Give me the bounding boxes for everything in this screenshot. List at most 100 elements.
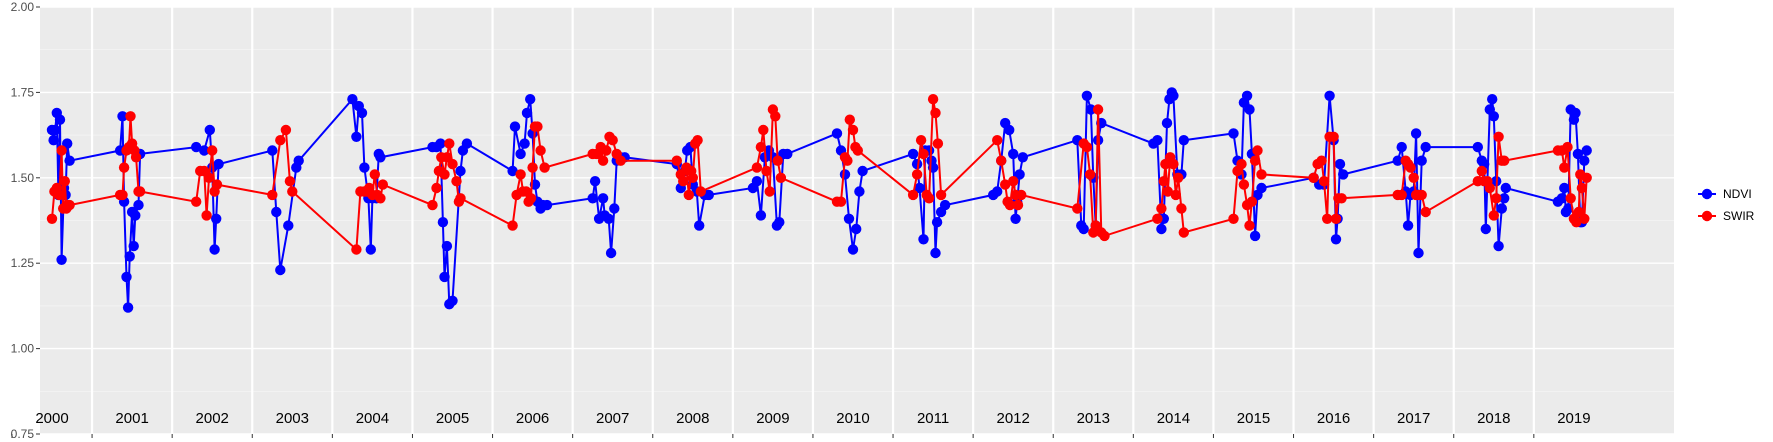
data-point-swir	[911, 169, 923, 180]
data-point-swir	[1081, 141, 1093, 153]
data-point-ndvi	[1156, 223, 1167, 235]
data-point-ndvi	[782, 148, 793, 160]
data-point-swir	[1004, 199, 1016, 211]
data-point-swir	[1396, 189, 1407, 201]
data-point-ndvi	[1338, 169, 1349, 180]
data-point-swir	[117, 189, 128, 201]
year-label: 2005	[436, 410, 469, 427]
data-point-swir	[284, 176, 296, 187]
data-point-ndvi	[1017, 152, 1028, 163]
data-point-swir	[847, 124, 859, 136]
data-point-swir	[597, 155, 609, 166]
data-point-ndvi	[847, 244, 859, 255]
data-point-ndvi	[211, 213, 222, 224]
data-point-ndvi	[351, 131, 362, 142]
data-point-ndvi	[271, 206, 282, 218]
data-point-swir	[1559, 162, 1570, 173]
data-point-swir	[918, 148, 929, 160]
data-point-swir	[1249, 155, 1261, 166]
data-point-swir	[1072, 203, 1083, 214]
data-point-ndvi	[439, 271, 450, 283]
data-point-ndvi	[1010, 213, 1021, 224]
data-point-ndvi	[1488, 111, 1500, 122]
data-point-swir	[1244, 220, 1255, 231]
data-point-swir	[1484, 182, 1496, 194]
data-point-ndvi	[61, 138, 73, 149]
data-point-ndvi	[541, 199, 553, 211]
data-point-swir	[671, 155, 682, 166]
data-point-ndvi	[1014, 169, 1025, 180]
data-point-swir	[852, 145, 863, 156]
data-point-swir	[369, 169, 380, 180]
data-point-swir	[755, 141, 767, 153]
data-point-ndvi	[1413, 247, 1424, 259]
data-point-swir	[1576, 182, 1588, 194]
data-point-swir	[678, 176, 689, 187]
data-point-ndvi	[1416, 155, 1427, 166]
year-label: 2006	[516, 410, 549, 427]
data-point-ndvi	[515, 148, 526, 160]
data-point-ndvi	[1581, 145, 1592, 156]
year-label: 2001	[115, 410, 148, 427]
data-point-swir	[1228, 213, 1239, 224]
year-labels: 2000 2001 2002 2003 2004 2005 2006 2007 2008 2009…	[35, 410, 1590, 427]
data-point-ndvi	[447, 295, 458, 306]
year-label: 2007	[596, 410, 629, 427]
data-point-ndvi	[1256, 182, 1267, 194]
data-point-swir	[1579, 213, 1590, 224]
data-point-swir	[844, 114, 855, 125]
data-point-swir	[1408, 172, 1419, 183]
data-point-ndvi	[589, 176, 601, 187]
data-point-swir	[56, 145, 67, 156]
data-point-swir	[451, 176, 462, 187]
legend-point-swir	[1701, 210, 1713, 222]
data-point-ndvi	[1402, 220, 1414, 231]
year-label: 2009	[756, 410, 789, 427]
data-point-ndvi	[1559, 182, 1570, 194]
data-point-swir	[1330, 213, 1342, 224]
data-point-ndvi	[519, 138, 530, 149]
data-point-ndvi	[1480, 223, 1492, 235]
data-point-ndvi	[56, 254, 67, 265]
data-point-swir	[1318, 176, 1330, 187]
data-point-ndvi	[1396, 141, 1407, 153]
data-point-swir	[375, 193, 386, 204]
data-point-swir	[927, 94, 939, 105]
data-point-swir	[1571, 217, 1582, 228]
data-point-swir	[1252, 145, 1263, 156]
year-label: 2017	[1397, 410, 1430, 427]
year-label: 2014	[1157, 410, 1190, 427]
y-tick-label: 1.50	[11, 171, 35, 185]
data-point-ndvi	[1556, 193, 1568, 204]
data-point-ndvi	[375, 152, 386, 163]
data-point-ndvi	[509, 121, 521, 132]
y-tick-label: 2.00	[11, 0, 35, 14]
data-point-ndvi	[918, 234, 929, 245]
data-point-swir	[287, 186, 298, 197]
data-point-ndvi	[605, 247, 617, 259]
data-point-ndvi	[831, 128, 843, 139]
data-point-ndvi	[1334, 158, 1346, 170]
data-point-swir	[427, 199, 438, 211]
data-point-ndvi	[703, 189, 714, 201]
data-point-swir	[764, 186, 775, 197]
data-point-swir	[932, 138, 944, 149]
data-point-ndvi	[1078, 223, 1089, 235]
data-point-ndvi	[1168, 90, 1179, 102]
data-point-swir	[1562, 141, 1573, 153]
data-point-ndvi	[1499, 193, 1510, 204]
data-point-swir	[601, 145, 612, 156]
data-point-ndvi	[365, 244, 376, 255]
data-point-swir	[1176, 203, 1187, 214]
legend: NDVI SWIR	[1698, 187, 1755, 223]
data-point-ndvi	[1244, 104, 1255, 115]
data-point-swir	[211, 179, 223, 190]
data-point-swir	[1000, 179, 1011, 190]
data-point-ndvi	[121, 271, 132, 283]
data-point-swir	[431, 182, 442, 194]
data-point-ndvi	[293, 155, 304, 166]
data-point-swir	[842, 155, 853, 166]
data-point-swir	[203, 172, 215, 183]
data-point-ndvi	[755, 210, 767, 221]
